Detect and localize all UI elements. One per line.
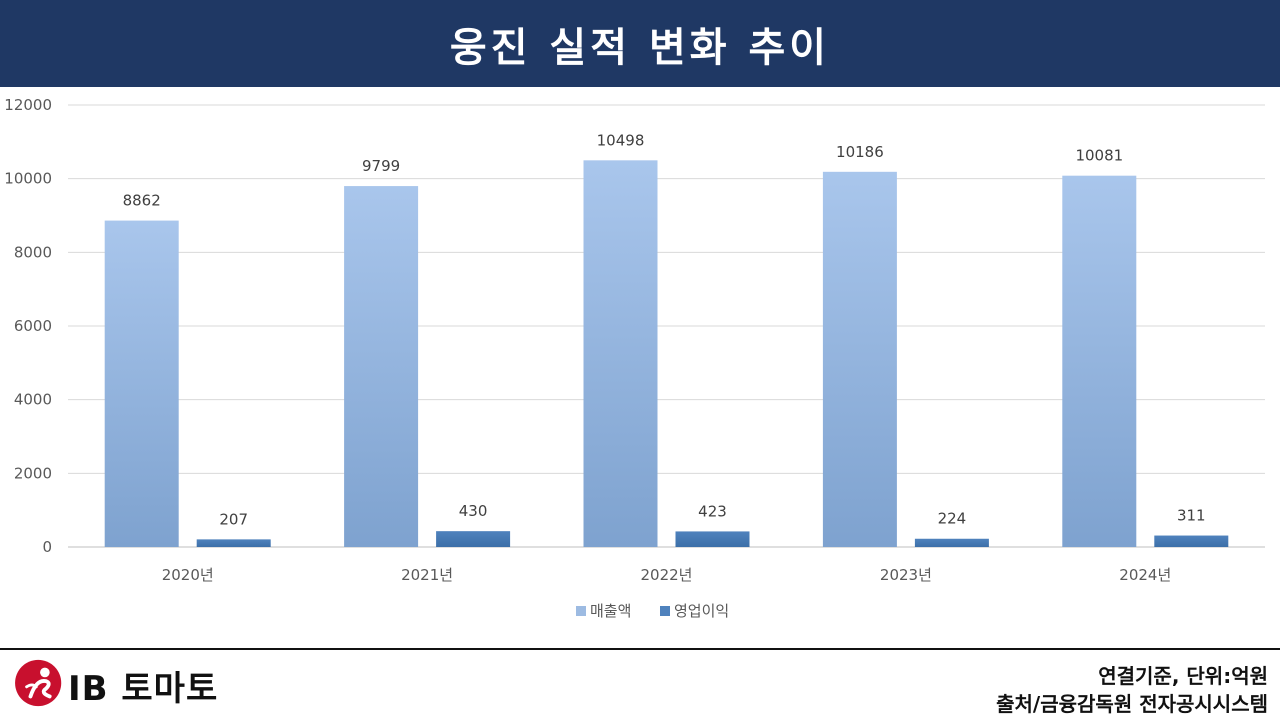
y-tick-label: 6000 [14,317,52,335]
x-tick-label: 2024년 [1119,566,1171,584]
bar-sales [822,171,897,547]
source-note: 출처/금융감독원 전자공시시스템 [996,692,1268,716]
y-tick-label: 10000 [4,170,52,188]
bar-sales [583,160,658,547]
footer-divider [0,648,1280,650]
bar-operating-profit [196,539,271,547]
data-label: 10498 [597,131,645,149]
bar-operating-profit [675,531,750,547]
logo-wordmark: IB 토마토 [68,669,219,709]
bar-operating-profit [914,538,989,547]
data-label: 430 [459,502,488,520]
x-tick-label: 2023년 [880,566,932,584]
y-tick-label: 12000 [4,96,52,114]
legend-swatch-operating-profit [660,606,670,616]
data-label: 423 [698,502,727,520]
data-label: 10081 [1075,147,1123,165]
y-tick-label: 4000 [14,391,52,409]
legend-label-operating-profit: 영업이익 [674,602,729,620]
x-tick-label: 2020년 [162,566,214,584]
title-bar: 웅진 실적 변화 추이 [0,0,1280,87]
bar-sales [1062,175,1137,547]
legend-swatch-sales [576,606,586,616]
data-label: 207 [219,510,248,528]
bar-chart: 0 2000 4000 6000 8000 10000 12000 8862 207 2020년 9… [4,96,1265,620]
data-label: 9799 [362,157,400,175]
x-tick-label: 2021년 [401,566,453,584]
page-title: 웅진 실적 변화 추이 [449,24,831,71]
y-tick-label: 0 [42,538,52,556]
y-tick-label: 2000 [14,464,52,482]
x-tick-label: 2022년 [641,566,693,584]
bar-sales [104,220,179,547]
bar-operating-profit [436,531,511,547]
ib-tomato-logo [15,659,62,707]
data-label: 224 [938,510,967,528]
legend-label-sales: 매출액 [590,602,631,620]
data-label: 10186 [836,143,884,161]
data-label: 311 [1177,507,1206,525]
bar-operating-profit [1154,535,1229,547]
unit-note: 연결기준, 단위:억원 [1098,664,1268,688]
y-tick-label: 8000 [14,243,52,261]
data-label: 8862 [123,192,161,210]
bar-sales [344,186,419,547]
